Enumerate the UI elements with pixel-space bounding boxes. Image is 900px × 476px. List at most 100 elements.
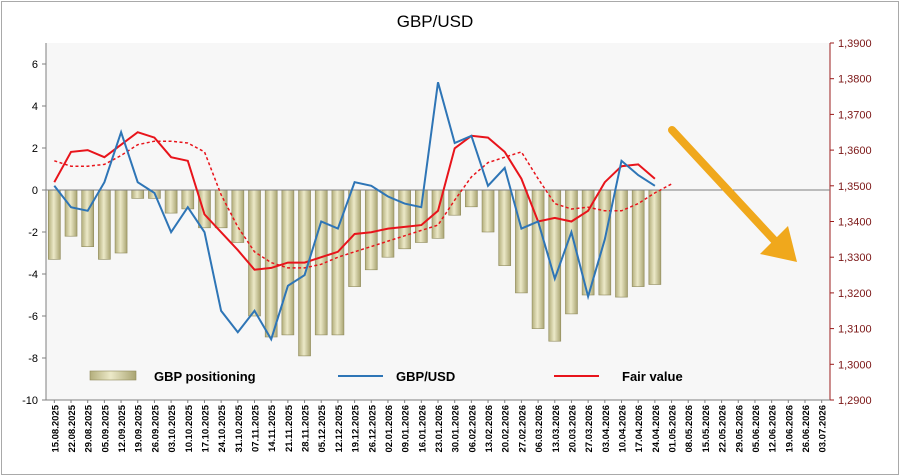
x-tick-label: 20.02.2026 xyxy=(501,405,512,453)
x-tick-label: 06.03.2026 xyxy=(534,405,545,453)
positioning-bar xyxy=(415,189,428,243)
positioning-bar xyxy=(114,189,128,254)
x-tick-label: 19.09.2025 xyxy=(134,404,145,452)
positioning-bar xyxy=(648,189,662,285)
right-tick-label: 1,3300 xyxy=(838,252,872,264)
right-tick-label: 1,3800 xyxy=(838,74,872,86)
positioning-bar xyxy=(515,189,528,294)
x-tick-label: 17.10.2025 xyxy=(200,404,211,452)
x-tick-label: 30.01.2026 xyxy=(451,405,462,453)
x-tick-label: 05.06.2026 xyxy=(751,405,762,453)
x-tick-label: 14.11.2025 xyxy=(267,404,278,452)
left-tick-label: 6 xyxy=(32,59,38,71)
right-tick-label: 1,3700 xyxy=(838,109,872,121)
right-tick-label: 1,3500 xyxy=(838,181,872,193)
positioning-bar xyxy=(481,189,495,233)
positioning-bar xyxy=(248,189,261,317)
x-tick-label: 08.05.2026 xyxy=(684,405,695,453)
right-tick-label: 1,3200 xyxy=(838,288,872,300)
left-tick-label: 0 xyxy=(32,185,38,197)
x-tick-label: 24.10.2025 xyxy=(217,404,228,452)
x-tick-label: 13.02.2026 xyxy=(484,405,495,453)
x-tick-label: 15.05.2026 xyxy=(701,405,712,453)
positioning-bar xyxy=(398,189,411,250)
positioning-bar xyxy=(164,189,178,214)
right-tick-label: 1,3600 xyxy=(838,145,872,157)
x-tick-label: 12.06.2026 xyxy=(768,405,779,453)
left-tick-label: 4 xyxy=(32,101,38,113)
x-tick-label: 12.09.2025 xyxy=(117,404,128,452)
right-tick-label: 1,3900 xyxy=(838,38,872,50)
right-tick-label: 1,3000 xyxy=(838,359,872,371)
positioning-bar xyxy=(64,189,78,237)
x-tick-label: 29.05.2026 xyxy=(734,405,745,453)
x-tick-label: 31.10.2025 xyxy=(234,404,245,452)
left-tick-label: -4 xyxy=(28,269,38,281)
x-tick-label: 24.04.2026 xyxy=(651,405,662,453)
positioning-bar xyxy=(81,189,95,248)
left-tick-label: -2 xyxy=(28,227,38,239)
fair-value-line xyxy=(53,131,656,271)
left-tick-label: -10 xyxy=(22,395,38,407)
x-tick-label: 07.11.2025 xyxy=(251,404,262,452)
left-tick-label: -6 xyxy=(28,311,38,323)
legend-gbpusd-label: GBP/USD xyxy=(396,369,455,384)
positioning-bar xyxy=(264,189,278,338)
positioning-bar xyxy=(364,189,378,271)
x-tick-label: 15.08.2025 xyxy=(50,404,61,452)
x-tick-label: 03.07.2026 xyxy=(818,405,829,453)
positioning-bar xyxy=(381,189,395,258)
positioning-bar xyxy=(48,189,61,260)
x-tick-label: 26.12.2025 xyxy=(367,404,378,452)
x-tick-label: 06.02.2026 xyxy=(467,405,478,453)
legend-bar-label: GBP positioning xyxy=(154,369,256,384)
x-tick-label: 05.12.2025 xyxy=(317,404,328,452)
x-tick-label: 22.08.2025 xyxy=(67,404,78,452)
positioning-bar xyxy=(98,189,111,260)
x-tick-label: 27.03.2026 xyxy=(584,405,595,453)
chart-title: GBP/USD xyxy=(397,12,474,31)
x-tick-label: 12.12.2025 xyxy=(334,404,345,452)
positioning-bar xyxy=(231,189,245,243)
gbpusd-line xyxy=(53,82,656,342)
positioning-bar xyxy=(631,189,645,287)
down-arrow-shaft xyxy=(668,126,779,245)
x-tick-label: 10.04.2026 xyxy=(617,405,628,453)
fair-value-trend-line xyxy=(54,140,672,269)
x-tick-label: 03.04.2026 xyxy=(601,405,612,453)
x-tick-label: 28.11.2025 xyxy=(301,404,312,452)
left-tick-label: 2 xyxy=(32,143,38,155)
x-tick-label: 13.03.2026 xyxy=(551,405,562,453)
positioning-bar xyxy=(498,189,512,266)
left-tick-label: -8 xyxy=(28,353,38,365)
x-tick-label: 29.08.2025 xyxy=(84,404,95,452)
x-tick-label: 26.06.2026 xyxy=(801,405,812,453)
x-tick-label: 19.06.2026 xyxy=(784,405,795,453)
positioning-bar xyxy=(331,189,345,336)
x-tick-label: 22.05.2026 xyxy=(718,405,729,453)
right-tick-label: 1,2900 xyxy=(838,395,872,407)
x-tick-label: 17.04.2026 xyxy=(634,405,645,453)
positioning-bar xyxy=(615,189,628,298)
positioning-bar xyxy=(198,189,211,229)
x-tick-label: 09.01.2026 xyxy=(401,405,412,453)
legend-bar-swatch xyxy=(89,370,137,381)
positioning-bar xyxy=(465,189,478,208)
x-tick-label: 19.12.2025 xyxy=(351,404,362,452)
x-tick-label: 10.10.2025 xyxy=(184,404,195,452)
x-tick-label: 03.10.2025 xyxy=(167,404,178,452)
x-tick-label: 20.03.2026 xyxy=(567,405,578,453)
x-tick-label: 23.01.2026 xyxy=(434,405,445,453)
legend-fair-value-label: Fair value xyxy=(622,369,683,384)
x-tick-label: 16.01.2026 xyxy=(417,405,428,453)
x-tick-label: 01.05.2026 xyxy=(668,405,679,453)
x-tick-label: 02.01.2026 xyxy=(384,405,395,453)
right-tick-label: 1,3400 xyxy=(838,217,872,229)
x-tick-label: 21.11.2025 xyxy=(284,404,295,452)
x-tick-label: 05.09.2025 xyxy=(100,404,111,452)
positioning-bar xyxy=(131,189,145,199)
right-tick-label: 1,3100 xyxy=(838,324,872,336)
x-tick-label: 27.02.2026 xyxy=(517,405,528,453)
x-tick-label: 26.09.2025 xyxy=(150,404,161,452)
